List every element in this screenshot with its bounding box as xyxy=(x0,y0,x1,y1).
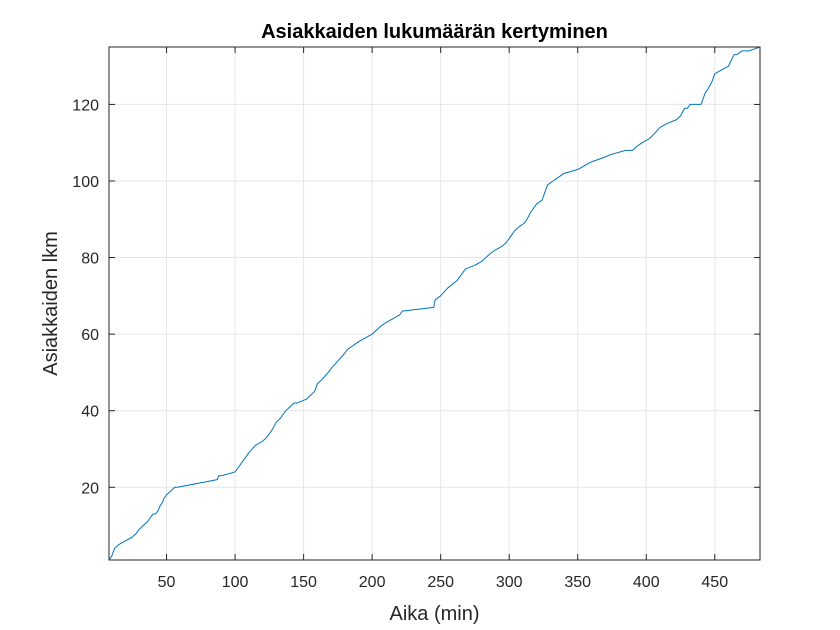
axis-ticks: 50 100 150 200 250 300 350 400 450 20 40 60 80 100 120 xyxy=(72,47,760,591)
grid-lines xyxy=(109,47,760,560)
x-tick-label: 150 xyxy=(290,574,317,591)
y-tick-label: 120 xyxy=(72,97,99,114)
y-tick-label: 60 xyxy=(81,327,99,344)
y-tick-label: 100 xyxy=(72,174,99,191)
plot-area-border xyxy=(108,46,761,561)
cumulative-customer-line xyxy=(108,46,761,561)
y-tick-label: 40 xyxy=(81,404,99,421)
x-tick-label: 350 xyxy=(564,574,591,591)
y-tick-label: 80 xyxy=(81,251,99,268)
x-tick-label: 200 xyxy=(359,574,386,591)
x-axis-label: Aika (min) xyxy=(389,603,479,625)
x-tick-label: 450 xyxy=(701,574,728,591)
x-tick-label: 400 xyxy=(633,574,660,591)
x-tick-label: 100 xyxy=(222,574,249,591)
y-tick-label: 20 xyxy=(81,480,99,497)
x-tick-label: 50 xyxy=(158,574,176,591)
x-tick-label: 300 xyxy=(496,574,523,591)
chart-title: Asiakkaiden lukumäärän kertyminen xyxy=(261,21,608,43)
y-axis-label: Asiakkaiden lkm xyxy=(40,231,62,376)
x-tick-label: 250 xyxy=(427,574,454,591)
